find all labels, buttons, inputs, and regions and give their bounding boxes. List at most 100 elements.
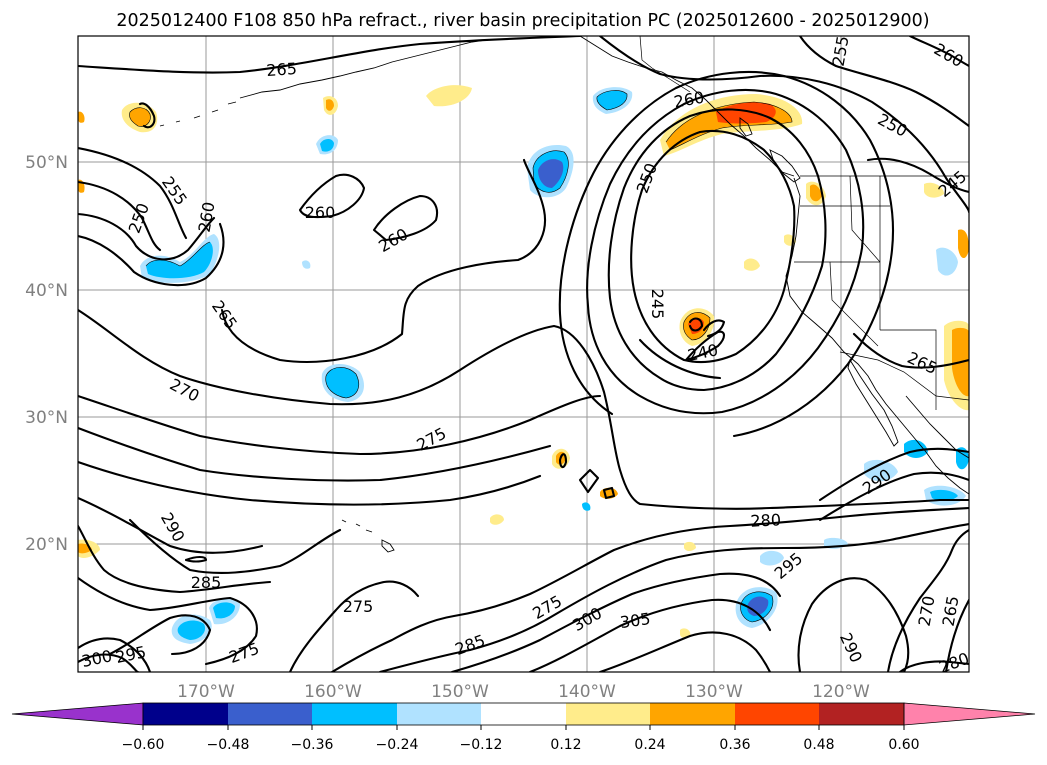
colorbar-extend-high	[903, 702, 1036, 726]
contour-line	[702, 319, 726, 338]
lat-label: 30°N	[25, 408, 68, 428]
contour-line	[818, 471, 969, 522]
colorbar-bin	[228, 703, 312, 725]
contour-label: 280	[750, 510, 781, 531]
contour-line	[378, 522, 969, 672]
contour-line	[898, 660, 969, 672]
colorbar-bin	[650, 703, 735, 725]
pos-anomaly-blob	[810, 184, 822, 202]
colorbar-tick-label: −0.24	[376, 737, 419, 753]
colorbar-bin	[735, 703, 819, 725]
colorbar: −0.60 −0.48 −0.36 −0.24 −0.12 0.12 0.24 …	[11, 702, 1036, 753]
colorbar-tick-label: 0.60	[888, 737, 919, 753]
neg-anomaly-blob	[320, 138, 334, 152]
neg-anomaly-blob	[956, 447, 969, 470]
pos-anomaly-blob	[958, 229, 969, 259]
map-panel: 265 255 250 260 260 260 265 270 275 290 …	[77, 35, 970, 673]
pos-anomaly-blob	[326, 99, 334, 111]
contour-line	[78, 576, 258, 666]
colorbar-tick-label: −0.48	[207, 737, 250, 753]
contour-label: 265	[266, 59, 298, 80]
longitude-labels: 170°W 160°W 150°W 140°W 130°W 120°W	[177, 682, 870, 702]
contour-line	[78, 426, 552, 482]
contour-line	[852, 332, 969, 369]
contour-line	[586, 88, 865, 415]
neg-anomaly-blob	[177, 620, 206, 640]
neg-anomaly-blob	[864, 459, 898, 482]
anomaly-outline	[325, 367, 359, 399]
lon-label: 150°W	[431, 682, 489, 702]
colorbar-tick-label: −0.12	[460, 737, 503, 753]
pos-anomaly-blob	[716, 102, 776, 124]
alaska-gulf-coast	[579, 36, 795, 177]
lon-label: 160°W	[304, 682, 362, 702]
pos-anomaly-blob	[426, 85, 472, 107]
contour-line	[330, 506, 969, 672]
colorbar-bin	[566, 703, 650, 725]
pos-anomaly-blob	[129, 107, 151, 127]
refractivity-contours	[78, 36, 969, 672]
contour-line	[598, 631, 772, 672]
hawaii-islands	[341, 519, 395, 553]
colorbar-extend-low	[11, 702, 144, 726]
lat-label: 20°N	[25, 535, 68, 555]
neg-anomaly-blob	[213, 602, 235, 619]
contour-line	[866, 157, 969, 194]
contour-line	[944, 598, 969, 672]
contour-line	[818, 447, 969, 502]
lon-label: 130°W	[685, 682, 743, 702]
contour-label: 305	[619, 609, 652, 632]
colorbar-tick-label: 0.48	[803, 737, 834, 753]
colorbar-bin	[312, 703, 397, 725]
colorbar-tick-label: 0.24	[634, 737, 665, 753]
state-border-id	[849, 175, 881, 263]
contour-line	[558, 453, 568, 469]
neg-anomaly-blob	[302, 260, 311, 269]
lon-label: 120°W	[812, 682, 870, 702]
neg-anomaly-blob	[747, 596, 769, 616]
neg-anomaly-blob	[936, 247, 958, 276]
contour-line	[184, 555, 208, 563]
contour-line	[886, 528, 969, 672]
contour-line	[78, 460, 542, 506]
colorbar-bin	[481, 703, 566, 725]
haida-gwaii	[739, 117, 753, 137]
pos-anomaly-blob	[490, 514, 504, 525]
graticule	[78, 36, 969, 672]
colorbar-tick-label: 0.12	[550, 737, 581, 753]
contour-line	[684, 330, 726, 362]
anomaly-outline	[596, 90, 628, 111]
contour-line	[78, 496, 264, 554]
neg-anomaly-blob	[930, 489, 958, 501]
pos-anomaly-blob	[744, 258, 760, 271]
contour-label: 260	[305, 203, 336, 222]
pos-anomaly-blob	[924, 182, 944, 198]
colorbar-frame	[142, 702, 905, 726]
pos-anomaly-blob	[78, 111, 85, 123]
lat-label: 40°N	[25, 281, 68, 301]
lon-label: 140°W	[558, 682, 616, 702]
contour-line	[607, 108, 827, 392]
state-border-arizona	[880, 329, 937, 410]
contour-line	[908, 36, 969, 68]
contour-line	[128, 518, 342, 574]
neg-anomaly-blob	[538, 159, 564, 188]
contour-line	[528, 598, 772, 672]
pos-anomaly-blob	[680, 628, 691, 639]
aleutian-islands	[159, 101, 237, 127]
contour-line	[108, 614, 212, 656]
us-west-coast	[785, 177, 969, 495]
contour-line	[630, 129, 796, 364]
contour-line	[797, 577, 910, 672]
neg-anomaly-blob	[596, 90, 628, 110]
contour-line	[78, 212, 216, 261]
latitude-labels: 50°N 40°N 30°N 20°N	[25, 153, 68, 555]
colorbar-bin	[397, 703, 481, 725]
colorbar-bin	[819, 703, 904, 725]
colorbar-tick-label: 0.36	[719, 737, 750, 753]
contour-line	[372, 194, 439, 242]
contour-line	[78, 222, 225, 287]
alaska-canada-border	[639, 36, 691, 93]
neg-anomaly-blob	[760, 550, 784, 566]
